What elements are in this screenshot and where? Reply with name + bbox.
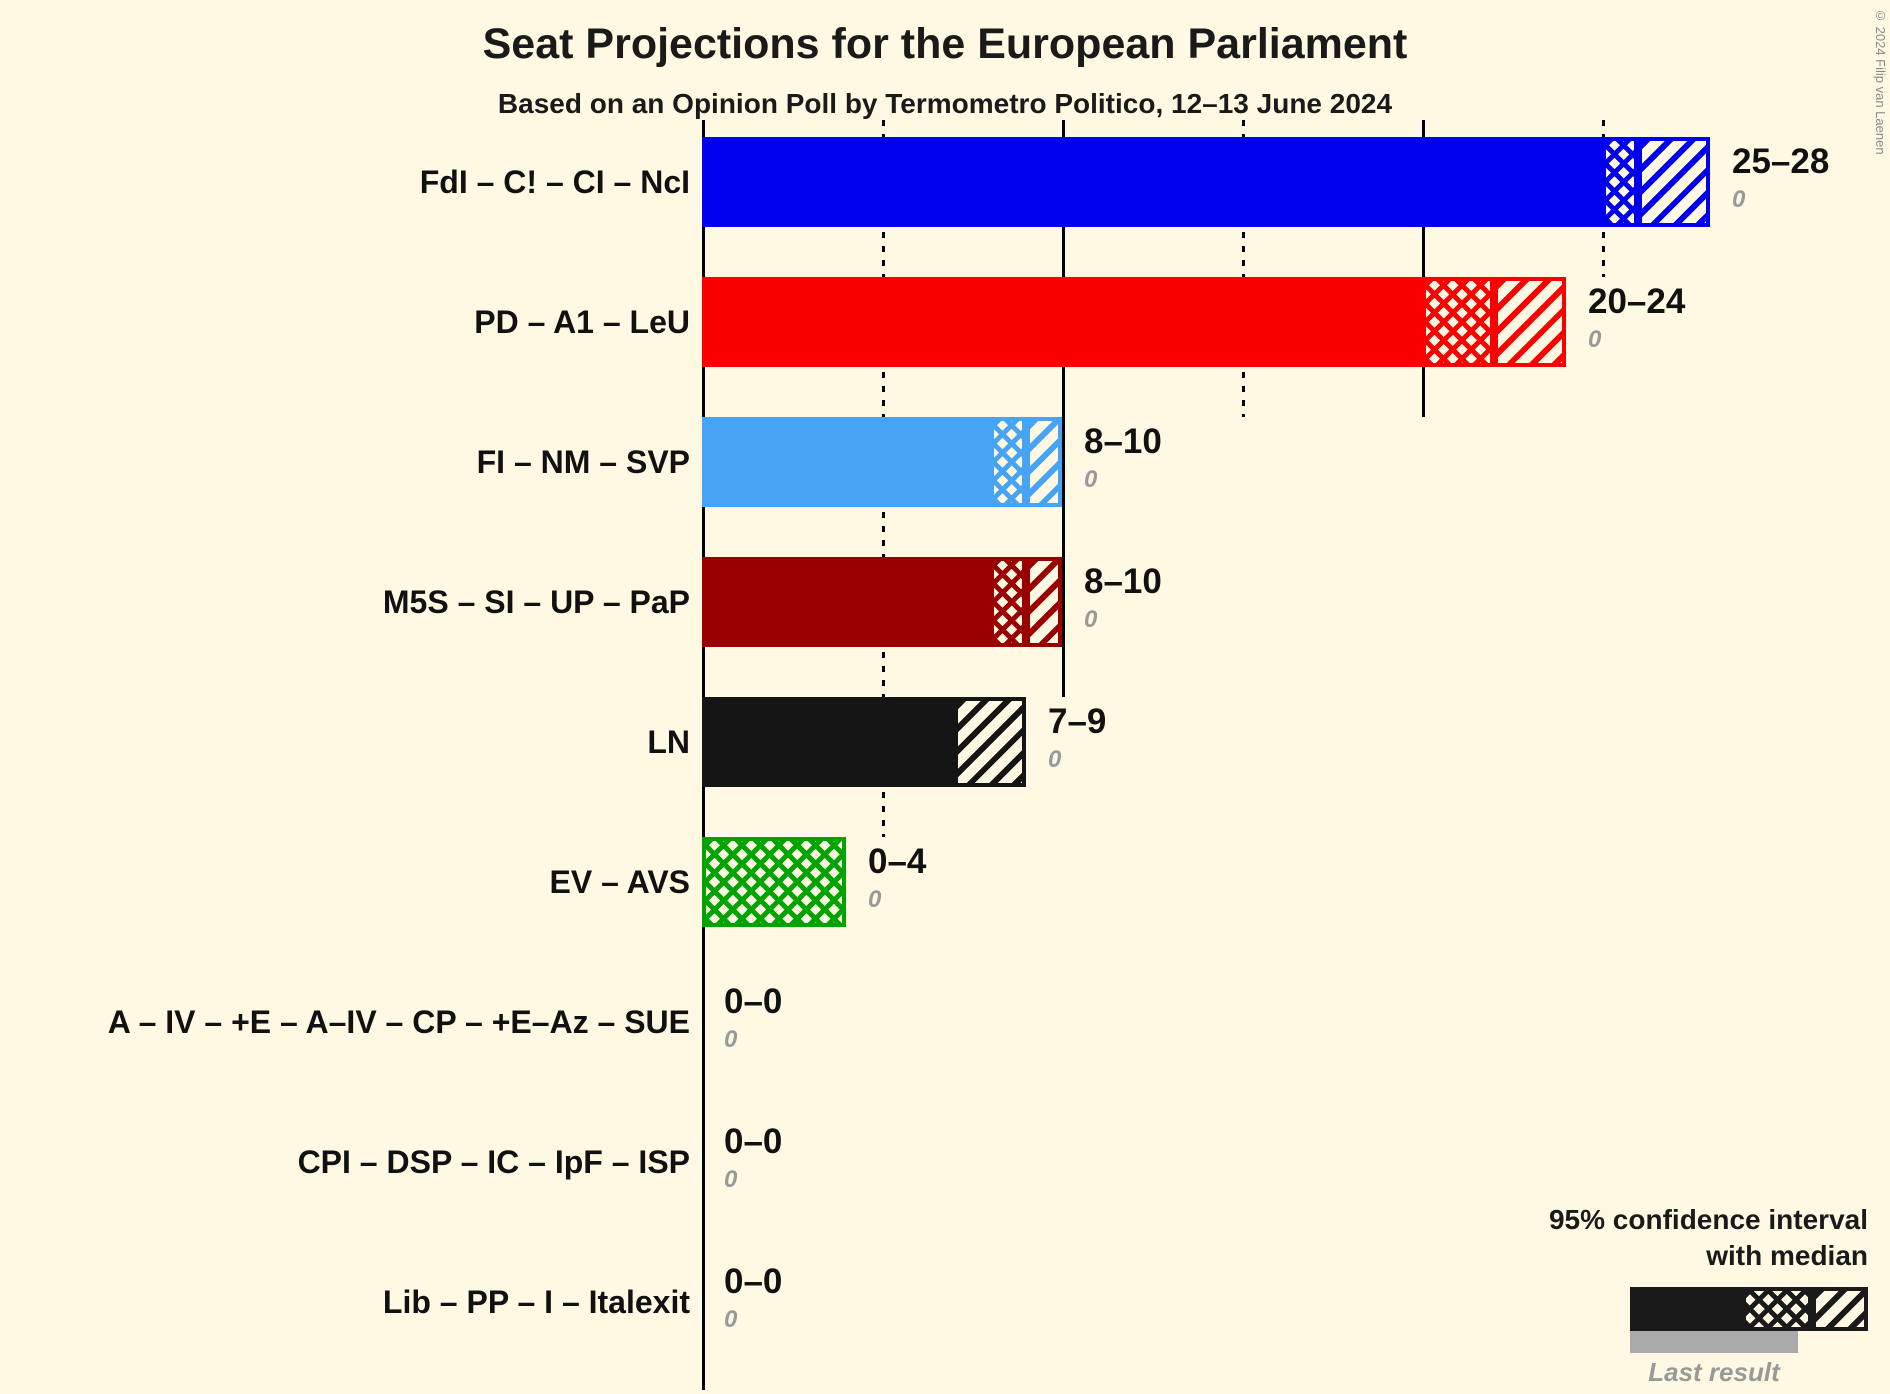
bar-crosshatch-segment [990, 417, 1026, 507]
last-result-value: 0 [1732, 185, 1746, 213]
party-label: A – IV – +E – A–IV – CP – +E–Az – SUE [107, 1004, 690, 1040]
seat-bar [702, 137, 1710, 227]
gridline-10 [1062, 120, 1065, 697]
legend-ci-sample-bar [1630, 1287, 1868, 1331]
seat-bar [702, 557, 1062, 647]
value-block: 8–10 0 [1084, 422, 1162, 494]
value-block: 0–0 0 [724, 1122, 783, 1194]
last-result-value: 0 [1588, 325, 1602, 353]
bar-solid-segment [702, 277, 1422, 367]
bar-solid-segment [702, 697, 954, 787]
chart-row: LN 7–9 0 [0, 697, 1890, 787]
party-label: Lib – PP – I – Italexit [382, 1284, 690, 1320]
party-label: FI – NM – SVP [476, 444, 690, 480]
seat-bar [702, 697, 1026, 787]
seat-bar [702, 837, 846, 927]
bar-solid-segment [702, 417, 990, 507]
party-label: CPI – DSP – IC – IpF – ISP [297, 1144, 690, 1180]
last-result-value: 0 [868, 885, 882, 913]
bar-crosshatch-segment [702, 837, 846, 927]
legend-diagonal-segment [1812, 1287, 1868, 1331]
range-label: 8–10 [1084, 422, 1162, 461]
party-label: EV – AVS [549, 864, 691, 900]
bar-diagonal-segment [1026, 417, 1062, 507]
chart-row: Lib – PP – I – Italexit 0–0 0 [0, 1257, 1890, 1347]
last-result-value: 0 [724, 1025, 738, 1053]
range-label: 0–4 [868, 842, 927, 881]
range-label: 0–0 [724, 982, 783, 1021]
value-block: 0–4 0 [868, 842, 927, 914]
bar-diagonal-segment [1494, 277, 1566, 367]
chart-row: CPI – DSP – IC – IpF – ISP 0–0 0 [0, 1117, 1890, 1207]
bar-diagonal-segment [954, 697, 1026, 787]
legend-solid-segment [1630, 1287, 1742, 1331]
legend-caption: 95% confidence interval with median [1549, 1202, 1868, 1274]
value-block: 0–0 0 [724, 1262, 783, 1334]
chart-row: FdI – C! – CI – NcI 25–28 0 [0, 137, 1890, 227]
party-label: LN [647, 724, 690, 760]
value-block: 0–0 0 [724, 982, 783, 1054]
gridline-20 [1422, 120, 1425, 417]
last-result-value: 0 [724, 1165, 738, 1193]
legend-crosshatch-segment [1742, 1287, 1812, 1331]
legend-last-result-bar [1630, 1331, 1798, 1353]
seat-bar [702, 417, 1062, 507]
bar-solid-segment [702, 557, 990, 647]
legend-last-result-label: Last result [1648, 1357, 1780, 1387]
copyright-text: © 2024 Filip van Laenen [1873, 8, 1888, 155]
range-label: 0–0 [724, 1262, 783, 1301]
value-block: 8–10 0 [1084, 562, 1162, 634]
chart-row: PD – A1 – LeU 20–24 0 [0, 277, 1890, 367]
range-label: 20–24 [1588, 282, 1686, 321]
party-label: FdI – C! – CI – NcI [419, 164, 690, 200]
chart-row: A – IV – +E – A–IV – CP – +E–Az – SUE 0–0… [0, 977, 1890, 1067]
chart-row: FI – NM – SVP 8–10 0 [0, 417, 1890, 507]
last-result-value: 0 [1084, 465, 1098, 493]
range-label: 0–0 [724, 1122, 783, 1161]
party-label: M5S – SI – UP – PaP [382, 584, 690, 620]
bar-diagonal-segment [1638, 137, 1710, 227]
seat-bar [702, 277, 1566, 367]
bar-solid-segment [702, 137, 1602, 227]
value-block: 7–9 0 [1048, 702, 1107, 774]
bar-crosshatch-segment [1422, 277, 1494, 367]
bar-crosshatch-segment [990, 557, 1026, 647]
last-result-value: 0 [724, 1305, 738, 1333]
bar-diagonal-segment [1026, 557, 1062, 647]
chart-row: M5S – SI – UP – PaP 8–10 0 [0, 557, 1890, 647]
last-result-value: 0 [1048, 745, 1062, 773]
range-label: 7–9 [1048, 702, 1107, 741]
gridline-15 [1242, 120, 1245, 417]
last-result-value: 0 [1084, 605, 1098, 633]
range-label: 8–10 [1084, 562, 1162, 601]
party-label: PD – A1 – LeU [474, 304, 690, 340]
chart-title: Seat Projections for the European Parlia… [482, 20, 1408, 68]
bar-crosshatch-segment [1602, 137, 1638, 227]
chart-row: EV – AVS 0–4 0 [0, 837, 1890, 927]
chart-subtitle: Based on an Opinion Poll by Termometro P… [497, 88, 1393, 119]
legend-ci-label-line2: with median [1706, 1240, 1868, 1271]
value-block: 20–24 0 [1588, 282, 1686, 354]
value-block: 25–28 0 [1732, 142, 1830, 214]
legend-ci-label-line1: 95% confidence interval [1548, 1204, 1868, 1235]
range-label: 25–28 [1732, 142, 1830, 181]
